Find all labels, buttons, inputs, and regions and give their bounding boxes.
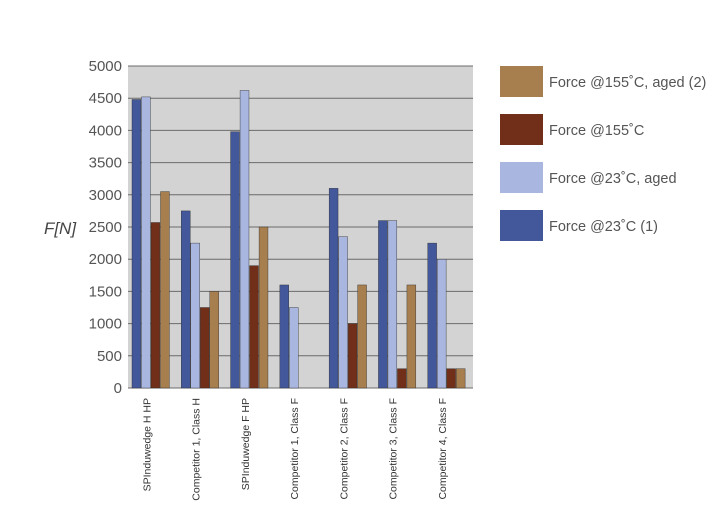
x-tick-label: SPInduwedge F HP	[240, 398, 252, 490]
x-tick-label: SPInduwedge H HP	[141, 398, 153, 491]
bar	[279, 284, 289, 389]
y-tick-label: 500	[97, 348, 122, 365]
bar	[160, 191, 170, 389]
y-axis-label: F[N]	[44, 219, 77, 238]
y-tick-label: 1500	[89, 283, 122, 300]
legend-swatch	[500, 210, 543, 241]
y-tick-label: 0	[114, 380, 122, 397]
bar	[258, 226, 269, 389]
bar	[446, 368, 456, 389]
legend-label: Force @23˚C (1)	[549, 219, 658, 235]
bar	[397, 368, 407, 389]
y-tick-label: 5000	[89, 58, 122, 75]
bar	[387, 220, 398, 389]
bar	[289, 307, 299, 389]
bar	[181, 210, 191, 389]
bar	[230, 131, 240, 389]
x-tick-label: Competitor 1, Class H	[191, 398, 203, 501]
legend: Force @155˚C, aged (2) Force @155˚C Force …	[500, 66, 706, 241]
legend-swatch	[500, 66, 543, 97]
x-tick-label: Competitor 2, Class F	[338, 398, 350, 500]
y-tick-label: 4000	[89, 122, 122, 139]
legend-label: Force @155˚C, aged (2)	[549, 75, 706, 91]
bar	[328, 188, 339, 389]
legend-label: Force @23˚C, aged	[549, 171, 677, 187]
x-tick-labels: SPInduwedge H HP Competitor 1, Class H SPI…	[141, 398, 449, 501]
legend-swatch	[500, 162, 543, 193]
bar	[131, 99, 142, 389]
y-tick-label: 4500	[89, 90, 122, 107]
y-tick-label: 2000	[89, 251, 122, 268]
x-tick-label: Competitor 3, Class F	[388, 398, 400, 500]
bar	[347, 323, 358, 389]
x-tick-label: Competitor 4, Class F	[437, 398, 449, 500]
y-tick-label: 2500	[89, 219, 122, 236]
bar	[141, 96, 151, 389]
bar	[200, 307, 210, 389]
bar	[406, 284, 417, 389]
legend-swatch	[500, 114, 543, 145]
y-tick-labels: 0 500 1000 1500 2000 2500 3000 3500 4000 4500 5000	[89, 58, 122, 397]
bar	[357, 284, 367, 389]
bar	[338, 236, 348, 389]
legend-label: Force @155˚C	[549, 123, 644, 139]
bar	[150, 222, 161, 389]
bar	[456, 368, 466, 389]
y-tick-label: 1000	[89, 316, 122, 333]
bar	[239, 90, 250, 389]
y-tick-label: 3000	[89, 187, 122, 204]
bar	[378, 220, 388, 389]
bar	[209, 291, 219, 389]
bar	[249, 265, 259, 389]
x-tick-label: Competitor 1, Class F	[289, 398, 301, 500]
bar	[437, 259, 447, 389]
bar	[427, 242, 437, 389]
bar	[190, 242, 200, 389]
y-tick-label: 3500	[89, 155, 122, 172]
bars	[131, 90, 466, 389]
